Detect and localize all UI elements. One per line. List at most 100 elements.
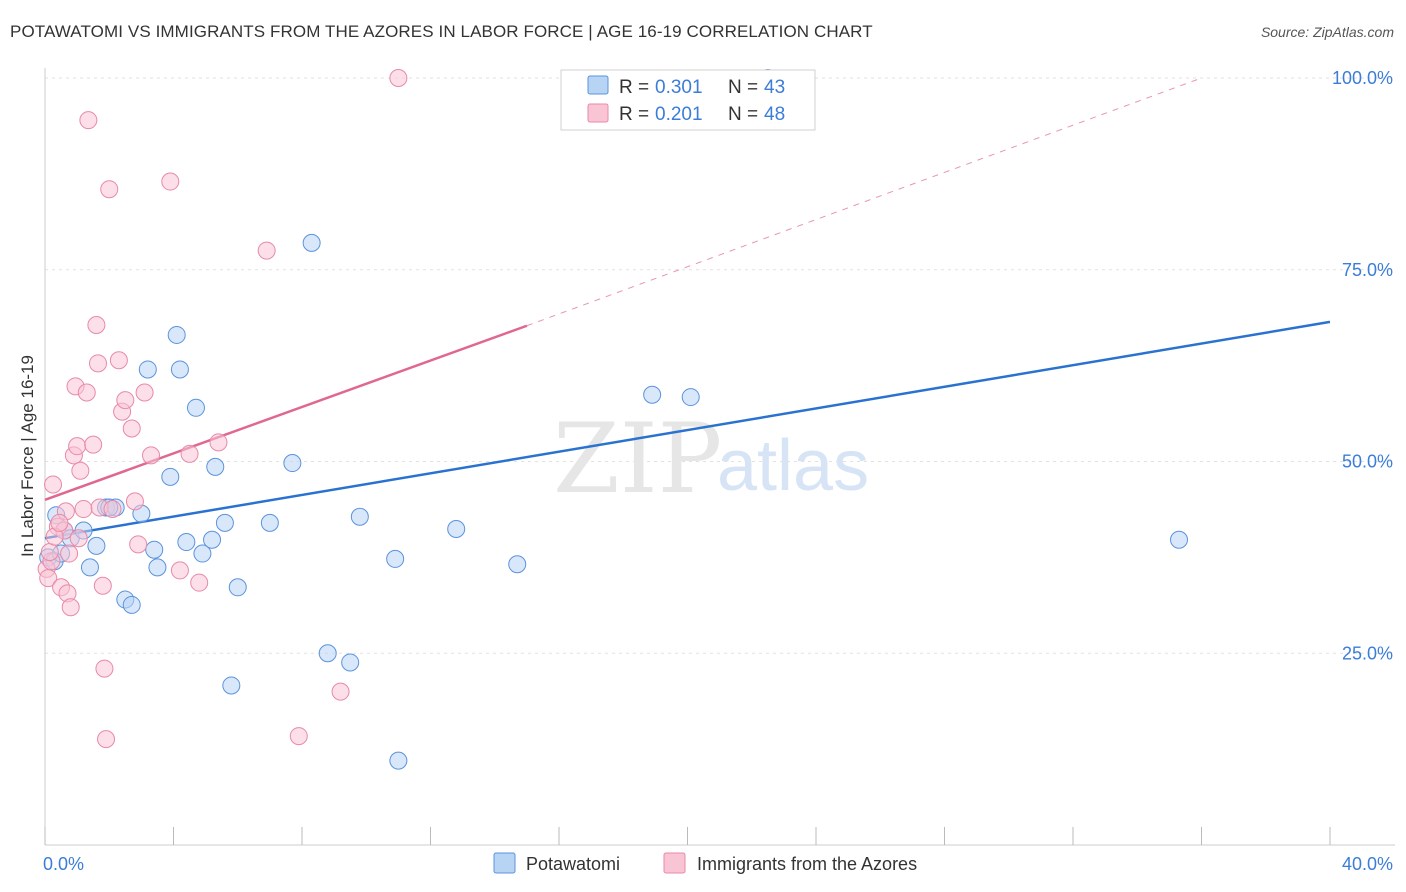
point-potawatomi-35 (447, 519, 466, 538)
point-potawatomi-11 (122, 595, 141, 614)
point-potawatomi-28 (283, 454, 302, 473)
trendline-azores-1 (44, 324, 528, 502)
point-azores-12 (68, 437, 87, 456)
watermark-atlas: atlas (717, 426, 869, 506)
source-label: Source: ZipAtlas.com (1260, 24, 1394, 40)
point-azores-40 (289, 727, 308, 746)
point-azores-17 (84, 435, 103, 454)
point-azores-9 (61, 598, 80, 617)
chart-title: POTAWATOMI VS IMMIGRANTS FROM THE AZORES… (10, 22, 873, 41)
point-azores-34 (161, 172, 180, 191)
point-potawatomi-6 (80, 558, 99, 577)
point-potawatomi-14 (145, 540, 164, 559)
point-azores-42 (389, 69, 408, 87)
legend-n-label-potawatomi: N = (728, 77, 763, 98)
point-azores-24 (100, 180, 119, 199)
point-azores-29 (122, 419, 141, 438)
tick-labels: 25.0% 50.0% 75.0% 100.0% 0.0% 40.0% (43, 68, 1393, 874)
point-potawatomi-25 (222, 676, 241, 695)
legend-box: R = 0.301 N = 43 R = 0.201 N = 48 (560, 69, 816, 131)
point-azores-47 (50, 513, 69, 532)
point-azores-31 (129, 535, 148, 554)
point-azores-14 (74, 500, 93, 519)
x-tick-label-min: 0.0% (43, 854, 84, 874)
point-potawatomi-16 (161, 467, 180, 486)
point-potawatomi-22 (203, 530, 222, 549)
bottom-legend-label-potawatomi: Potawatomi (526, 854, 620, 874)
y-tick-label-100: 100.0% (1332, 68, 1393, 88)
point-azores-13 (71, 461, 90, 480)
legend-swatch-azores (587, 103, 609, 123)
bottom-legend-label-azores: Immigrants from the Azores (697, 854, 917, 874)
point-azores-39 (257, 241, 276, 260)
bottom-legend-swatch-potawatomi (493, 852, 516, 874)
point-azores-41 (331, 682, 350, 701)
legend-swatch-potawatomi (587, 75, 609, 95)
point-potawatomi-30 (318, 644, 337, 663)
point-potawatomi-38 (681, 388, 700, 407)
point-azores-21 (93, 576, 112, 595)
grid (45, 77, 1395, 654)
y-axis-label: In Labor Force | Age 16-19 (18, 355, 37, 557)
point-azores-37 (190, 573, 209, 592)
legend-n-value-potawatomi: 43 (764, 77, 785, 98)
point-azores-28 (116, 391, 135, 410)
point-potawatomi-31 (341, 653, 360, 672)
point-potawatomi-37 (643, 385, 662, 404)
watermark-zip: ZIP (553, 403, 722, 515)
point-potawatomi-21 (193, 544, 212, 563)
point-azores-30 (125, 492, 144, 511)
bottom-legend: Potawatomi Immigrants from the Azores (493, 852, 917, 874)
watermark: ZIP atlas (553, 403, 869, 515)
point-azores-15 (77, 383, 96, 402)
point-potawatomi-24 (215, 513, 234, 532)
y-tick-label-75: 75.0% (1342, 260, 1393, 280)
legend-r-value-azores: 0.201 (655, 104, 703, 125)
point-potawatomi-20 (186, 398, 205, 417)
point-azores-36 (180, 444, 199, 463)
data-points (37, 69, 1189, 770)
point-azores-26 (109, 351, 128, 370)
point-potawatomi-18 (170, 360, 189, 379)
x-tick-label-max: 40.0% (1342, 854, 1393, 874)
legend-n-label-azores: N = (728, 104, 763, 125)
point-azores-46 (69, 529, 88, 548)
point-azores-22 (95, 659, 114, 678)
y-tick-label-25: 25.0% (1342, 643, 1393, 663)
point-potawatomi-27 (260, 513, 279, 532)
y-tick-label-50: 50.0% (1342, 452, 1393, 472)
point-azores-3 (44, 475, 63, 494)
point-potawatomi-15 (148, 558, 167, 577)
trendline-potawatomi-0 (44, 320, 1331, 540)
point-potawatomi-39 (1170, 530, 1189, 549)
point-potawatomi-26 (228, 578, 247, 597)
axes (44, 68, 1395, 846)
point-azores-23 (97, 730, 116, 749)
point-azores-38 (209, 433, 228, 452)
point-azores-19 (89, 354, 108, 373)
point-potawatomi-29 (302, 233, 321, 252)
point-potawatomi-23 (206, 457, 225, 476)
point-potawatomi-13 (138, 360, 157, 379)
point-potawatomi-33 (386, 549, 405, 568)
legend-n-value-azores: 48 (764, 104, 785, 125)
point-azores-35 (170, 561, 189, 580)
legend-r-label-potawatomi: R = (619, 77, 654, 98)
point-azores-25 (103, 500, 122, 519)
point-potawatomi-17 (167, 325, 186, 344)
point-azores-16 (79, 111, 98, 130)
point-azores-18 (87, 315, 106, 334)
point-potawatomi-19 (177, 533, 196, 552)
point-potawatomi-36 (508, 555, 527, 574)
point-azores-8 (60, 544, 79, 563)
point-potawatomi-7 (87, 536, 106, 555)
point-azores-32 (135, 383, 154, 402)
point-azores-43 (40, 543, 59, 562)
trendlines (44, 77, 1331, 540)
legend-r-value-potawatomi: 0.301 (655, 77, 703, 98)
legend-r-label-azores: R = (619, 104, 654, 125)
bottom-legend-swatch-azores (663, 852, 686, 874)
point-azores-33 (142, 446, 161, 465)
point-potawatomi-34 (389, 751, 408, 770)
